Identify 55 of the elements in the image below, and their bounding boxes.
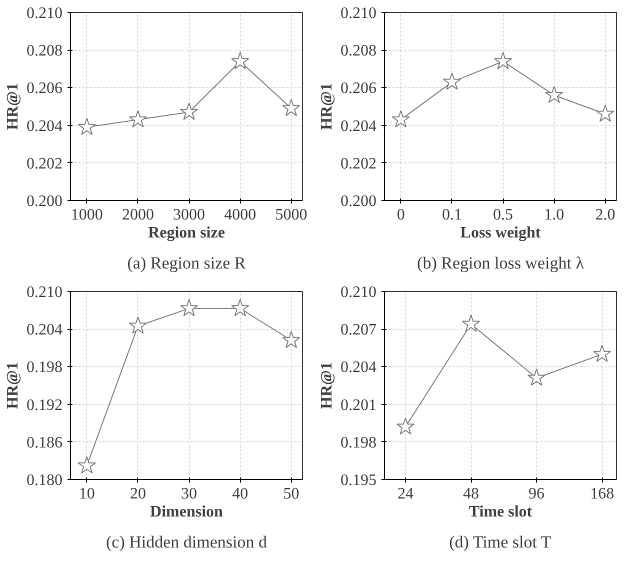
y-tick-label: 0.186 — [26, 434, 62, 452]
y-tick-label: 0.204 — [340, 359, 376, 376]
y-tick-label: 0.210 — [340, 284, 376, 301]
x-axis-title: Region size — [148, 224, 225, 242]
y-tick-label: 0.198 — [26, 359, 62, 376]
x-tick-label: 1000 — [70, 206, 103, 224]
y-axis-title: HR@1 — [318, 83, 336, 130]
y-tick-label: 0.206 — [26, 80, 62, 98]
text: (a) Region size R — [127, 254, 246, 272]
x-axis-title: Loss weight — [460, 224, 542, 242]
x-tick-label: 2000 — [122, 206, 154, 224]
y-axis-title: HR@1 — [318, 362, 336, 409]
text: (d) Time slot T — [449, 532, 552, 552]
y-tick-label: 0.210 — [26, 5, 62, 22]
x-tick-label: 0.1 — [442, 206, 462, 224]
x-tick-label: 10 — [78, 486, 95, 502]
x-tick-label: 30 — [181, 486, 198, 502]
x-tick-label: 168 — [590, 486, 614, 502]
y-tick-label: 0.204 — [26, 118, 62, 135]
y-tick-label: 0.202 — [340, 155, 376, 172]
y-tick-label: 0.204 — [340, 118, 376, 135]
y-tick-label: 0.200 — [26, 193, 62, 210]
x-tick-label: 40 — [232, 486, 248, 502]
y-tick-label: 0.208 — [340, 42, 376, 60]
y-axis-title: HR@1 — [4, 362, 22, 409]
x-tick-label: 24 — [397, 486, 414, 502]
x-tick-label: 0.5 — [493, 206, 514, 224]
y-tick-label: 0.210 — [26, 284, 62, 301]
y-tick-label: 0.208 — [26, 42, 62, 60]
x-axis-title: Dimension — [150, 504, 224, 520]
x-tick-label: 0 — [396, 206, 405, 224]
y-tick-label: 0.204 — [26, 322, 62, 339]
y-tick-label: 0.192 — [26, 396, 62, 414]
text: (b) Region loss weight λ — [417, 254, 585, 272]
y-tick-label: 0.202 — [26, 155, 62, 172]
y-tick-label: 0.180 — [26, 472, 62, 489]
text: (c) Hidden dimension d — [106, 532, 268, 552]
x-tick-label: 50 — [283, 486, 300, 502]
x-tick-label: 96 — [528, 486, 545, 502]
y-tick-label: 0.207 — [340, 322, 376, 339]
y-tick-label: 0.210 — [340, 5, 376, 22]
x-tick-label: 20 — [130, 486, 146, 502]
x-tick-label: 2.0 — [595, 206, 616, 224]
y-tick-label: 0.206 — [340, 80, 376, 98]
y-tick-label: 0.198 — [340, 434, 376, 452]
x-tick-label: 4000 — [224, 206, 256, 224]
y-axis-title: HR@1 — [4, 83, 22, 130]
x-tick-label: 5000 — [275, 206, 308, 224]
x-tick-label: 48 — [463, 486, 480, 502]
y-tick-label: 0.200 — [340, 193, 376, 210]
x-axis-title: Time slot — [468, 504, 533, 520]
x-tick-label: 1.0 — [544, 206, 564, 224]
y-tick-label: 0.201 — [340, 396, 376, 414]
x-tick-label: 3000 — [173, 206, 206, 224]
y-tick-label: 0.195 — [340, 472, 376, 489]
